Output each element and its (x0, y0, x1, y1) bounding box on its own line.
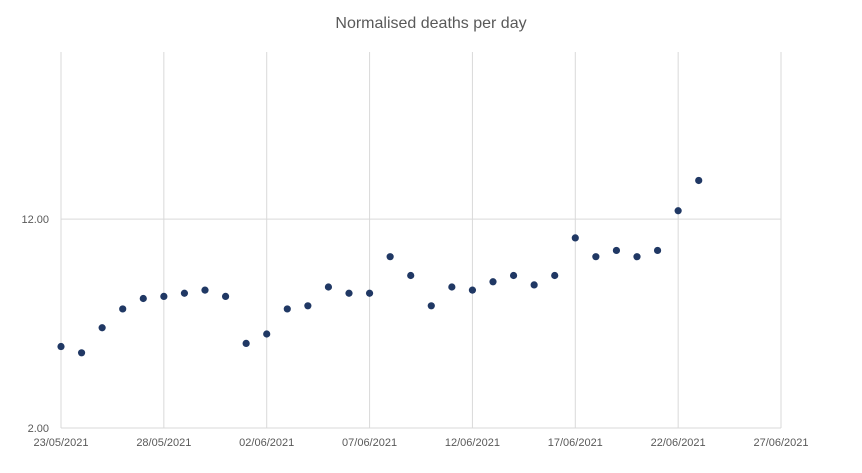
data-point (489, 278, 497, 286)
chart-title: Normalised deaths per day (335, 15, 526, 32)
data-point (283, 305, 291, 313)
data-point (592, 253, 600, 261)
x-tick-label: 23/05/2021 (33, 437, 88, 449)
data-point (263, 330, 271, 338)
data-point (386, 253, 394, 261)
data-point (345, 289, 353, 297)
data-point (119, 305, 127, 313)
data-point (448, 283, 456, 291)
data-point (242, 339, 250, 347)
data-point (407, 271, 415, 280)
data-point (530, 281, 538, 289)
data-point (612, 246, 621, 255)
data-point (674, 207, 682, 215)
data-point (57, 342, 65, 351)
data-point (160, 292, 168, 300)
data-point (304, 302, 312, 310)
x-tick-label: 27/06/2021 (753, 437, 808, 449)
data-point (571, 234, 579, 242)
grid-layer (60, 52, 782, 428)
x-tick-label: 02/06/2021 (239, 437, 294, 449)
data-point (201, 286, 209, 294)
x-tick-label: 07/06/2021 (342, 437, 397, 449)
data-point (180, 289, 189, 297)
y-tick-label: 2.00 (28, 423, 49, 435)
x-tick-label: 28/05/2021 (136, 437, 191, 449)
x-tick-labels: 23/05/2021 28/05/2021 02/06/2021 07/06/2021… (33, 437, 808, 449)
data-point (427, 302, 435, 310)
data-point (551, 271, 559, 280)
x-tick-label: 17/06/2021 (548, 437, 603, 449)
x-tick-label: 12/06/2021 (445, 437, 500, 449)
data-point (139, 294, 147, 303)
data-point (221, 292, 230, 300)
data-point (98, 324, 106, 332)
data-point (633, 253, 641, 261)
data-point (653, 246, 662, 255)
data-points (57, 176, 703, 357)
data-point (695, 176, 703, 185)
data-point (77, 349, 86, 357)
data-point (365, 289, 374, 297)
data-point (468, 286, 477, 294)
data-point (324, 283, 333, 291)
data-point (509, 271, 518, 280)
y-tick-label: 12.00 (21, 214, 49, 226)
x-tick-label: 22/06/2021 (651, 437, 706, 449)
y-tick-labels: 2.00 12.00 (21, 214, 49, 435)
